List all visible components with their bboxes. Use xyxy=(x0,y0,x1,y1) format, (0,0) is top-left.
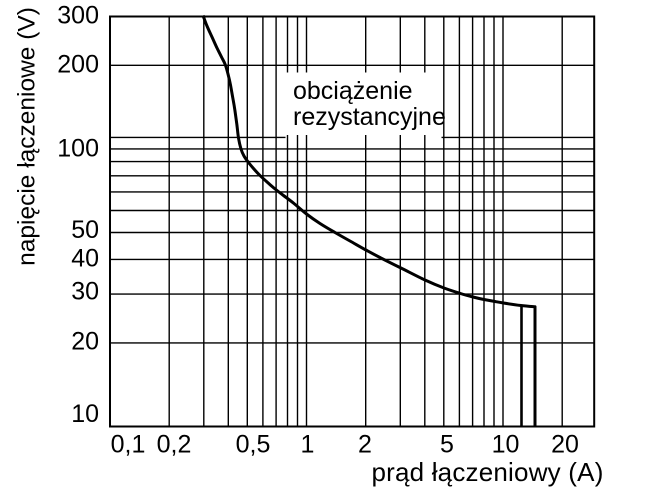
svg-text:40: 40 xyxy=(71,244,99,272)
svg-text:50: 50 xyxy=(71,216,99,244)
svg-text:10: 10 xyxy=(492,431,520,459)
svg-text:prąd łączeniowy (A): prąd łączeniowy (A) xyxy=(371,457,603,487)
svg-text:5: 5 xyxy=(440,431,454,459)
svg-text:napięcie łączeniowe (V): napięcie łączeniowe (V) xyxy=(14,7,41,266)
svg-text:0,1: 0,1 xyxy=(111,431,146,459)
svg-text:0,5: 0,5 xyxy=(236,431,271,459)
svg-text:0,2: 0,2 xyxy=(157,431,192,459)
svg-text:10: 10 xyxy=(71,400,99,428)
svg-text:2: 2 xyxy=(358,431,372,459)
svg-text:200: 200 xyxy=(57,50,99,78)
svg-text:100: 100 xyxy=(57,134,99,162)
svg-text:20: 20 xyxy=(551,431,579,459)
svg-text:rezystancyjne: rezystancyjne xyxy=(293,103,446,131)
svg-text:obciążenie: obciążenie xyxy=(293,77,413,105)
svg-text:300: 300 xyxy=(57,2,99,30)
svg-text:30: 30 xyxy=(71,278,99,306)
svg-text:20: 20 xyxy=(71,327,99,355)
svg-text:1: 1 xyxy=(301,431,315,459)
